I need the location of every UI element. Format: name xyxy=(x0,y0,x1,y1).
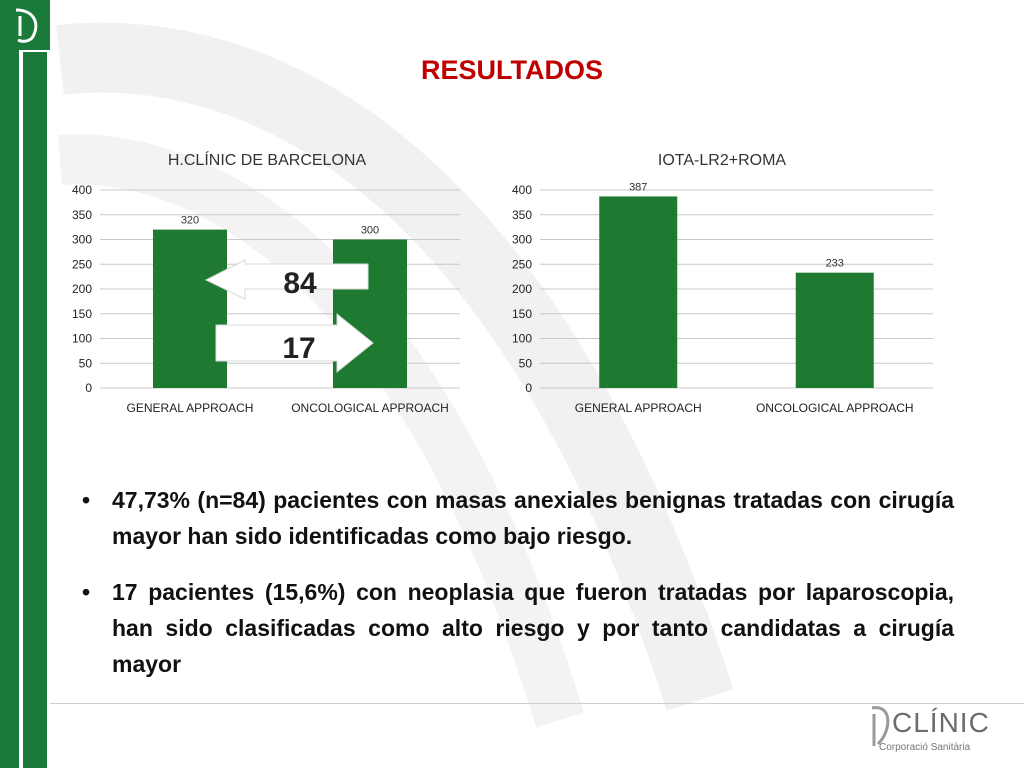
y-tick-label: 150 xyxy=(512,307,532,321)
y-tick-label: 200 xyxy=(72,282,92,296)
arrow-84-annotation: 84 xyxy=(204,259,369,300)
bar-value-label: 233 xyxy=(826,258,844,270)
left-green-stripe xyxy=(23,52,47,768)
bullet-item: 17 pacientes (15,6%) con neoplasia que f… xyxy=(78,574,954,682)
y-tick-label: 50 xyxy=(519,356,533,370)
x-category-label: ONCOLOGICAL APPROACH xyxy=(756,401,914,415)
y-tick-label: 100 xyxy=(512,332,532,346)
bar-value-label: 320 xyxy=(181,215,199,227)
arrow-label-17: 17 xyxy=(282,332,315,365)
bar-value-label: 387 xyxy=(629,181,647,193)
slide-title: RESULTADOS xyxy=(421,55,603,85)
chart-title: H.CLÍNIC DE BARCELONA xyxy=(168,150,367,169)
x-category-label: GENERAL APPROACH xyxy=(575,401,702,415)
y-tick-label: 350 xyxy=(72,208,92,222)
chart-hclinic: H.CLÍNIC DE BARCELONA 0 50 100 150 200 250 300… xyxy=(72,150,460,415)
y-tick-label: 250 xyxy=(512,257,532,271)
bar xyxy=(153,229,227,388)
chart-title: IOTA-LR2+ROMA xyxy=(658,152,787,169)
y-tick-label: 300 xyxy=(512,233,532,247)
bullet-list: 47,73% (n=84) pacientes con masas anexia… xyxy=(78,482,954,702)
y-tick-label: 0 xyxy=(525,381,532,395)
bar-value-label: 300 xyxy=(361,225,379,237)
clinic-mark-icon xyxy=(15,8,38,43)
footer-divider xyxy=(50,703,1024,704)
y-tick-label: 300 xyxy=(72,233,92,247)
x-category-label: ONCOLOGICAL APPROACH xyxy=(291,401,449,415)
y-tick-label: 50 xyxy=(79,356,93,370)
y-tick-label: 350 xyxy=(512,208,532,222)
y-tick-label: 400 xyxy=(72,183,92,197)
left-green-band xyxy=(0,0,19,768)
clinic-logo-icon xyxy=(871,706,890,746)
y-tick-label: 0 xyxy=(85,381,92,395)
bullet-item: 47,73% (n=84) pacientes con masas anexia… xyxy=(78,482,954,554)
x-category-label: GENERAL APPROACH xyxy=(127,401,254,415)
arrow-label-84: 84 xyxy=(283,267,317,300)
arrow-17-annotation: 17 xyxy=(215,312,374,374)
y-tick-label: 200 xyxy=(512,282,532,296)
y-tick-label: 250 xyxy=(72,257,92,271)
clinic-logo-name: CLÍNIC xyxy=(892,707,990,738)
bar xyxy=(599,196,678,388)
y-tick-label: 100 xyxy=(72,332,92,346)
y-tick-label: 150 xyxy=(72,307,92,321)
clinic-corner-logo xyxy=(0,0,50,50)
clinic-logo-subtitle: Corporació Sanitària xyxy=(879,742,971,753)
y-tick-label: 400 xyxy=(512,183,532,197)
bar xyxy=(795,272,874,388)
chart-iota: IOTA-LR2+ROMA 0 50 100 150 200 250 300 350 400 3… xyxy=(512,152,933,415)
